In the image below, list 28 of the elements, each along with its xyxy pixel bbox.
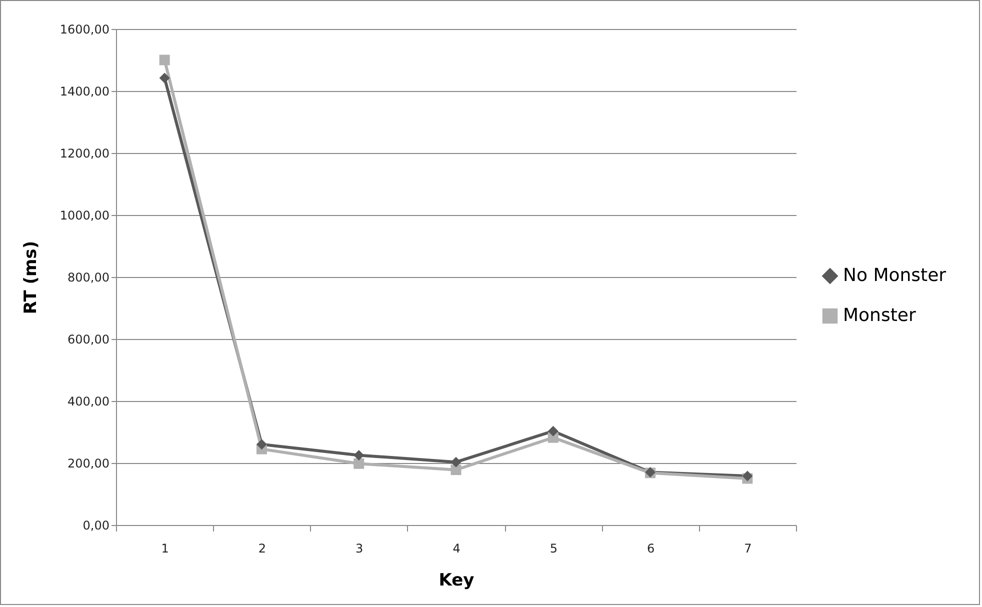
legend-label: Monster (843, 305, 916, 326)
point (450, 456, 462, 468)
legend-label: No Monster (843, 265, 947, 286)
point (159, 72, 170, 84)
x-tick-label: 4 (452, 542, 460, 556)
y-tick-label: 1400,00 (60, 84, 110, 98)
point (354, 458, 364, 469)
point (354, 450, 364, 460)
y-tick-label: 800,00 (68, 270, 110, 284)
point (256, 439, 267, 450)
y-tick-label: 0,00 (82, 518, 110, 532)
x-tick-label: 1 (161, 542, 169, 556)
y-tick-label: 1000,00 (60, 208, 110, 222)
x-tick-label: 7 (744, 542, 752, 556)
x-tick-label: 5 (550, 542, 558, 556)
point (742, 470, 753, 482)
point (548, 426, 558, 436)
x-axis-title: Key (438, 570, 474, 590)
y-tick-label: 400,00 (68, 394, 110, 408)
y-tick-label: 1200,00 (60, 146, 110, 160)
y-tick-label: 200,00 (68, 456, 110, 470)
x-tick-label: 6 (646, 542, 655, 556)
x-tick-label: 3 (356, 542, 364, 556)
y-tick-label: 600,00 (68, 332, 110, 346)
point (159, 54, 170, 66)
y-tick-label: 1600,00 (60, 22, 110, 36)
x-tick-label: 2 (258, 542, 266, 556)
y-axis-title: RT (ms) (20, 240, 41, 314)
